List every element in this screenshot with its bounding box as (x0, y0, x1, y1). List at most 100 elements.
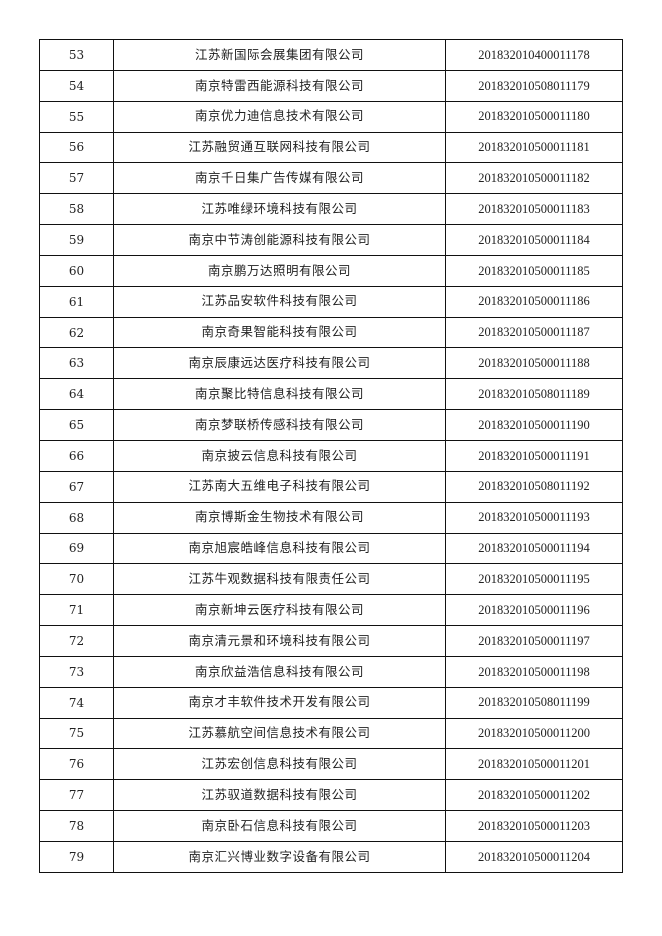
table-row: 53 江苏新国际会展集团有限公司 201832010400011178 (39, 39, 623, 71)
company-name-cell: 南京披云信息科技有限公司 (113, 439, 446, 472)
row-number-cell: 66 (39, 439, 114, 472)
table-row: 69 南京旭宸皓峰信息科技有限公司 201832010500011194 (39, 532, 623, 565)
row-number-cell: 73 (39, 655, 114, 688)
row-number-cell: 76 (39, 748, 114, 781)
row-number-cell: 60 (39, 254, 114, 287)
table-row: 72 南京清元景和环境科技有限公司 201832010500011197 (39, 625, 623, 657)
row-number-cell: 58 (39, 193, 114, 226)
table-row: 78 南京卧石信息科技有限公司 201832010500011203 (39, 810, 623, 842)
table-row: 74 南京才丰软件技术开发有限公司 201832010508011199 (39, 686, 623, 719)
registration-code-cell: 201832010508011179 (445, 69, 623, 102)
company-name-cell: 南京特雷西能源科技有限公司 (113, 69, 446, 102)
company-name-cell: 南京博斯金生物技术有限公司 (113, 501, 446, 534)
row-number-cell: 64 (39, 378, 114, 411)
registration-code-cell: 201832010500011185 (445, 254, 623, 287)
row-number-cell: 75 (39, 717, 114, 750)
table-row: 77 江苏驭道数据科技有限公司 201832010500011202 (39, 779, 623, 812)
company-name-cell: 南京卧石信息科技有限公司 (113, 810, 446, 842)
table-row: 64 南京聚比特信息科技有限公司 201832010508011189 (39, 378, 623, 411)
company-name-cell: 江苏唯绿环境科技有限公司 (113, 193, 446, 226)
table-row: 62 南京奇果智能科技有限公司 201832010500011187 (39, 316, 623, 349)
registration-code-cell: 201832010500011184 (445, 224, 623, 256)
table-row: 55 南京优力迪信息技术有限公司 201832010500011180 (39, 100, 623, 133)
registration-code-cell: 201832010508011189 (445, 378, 623, 411)
row-number-cell: 62 (39, 316, 114, 349)
row-number-cell: 70 (39, 563, 114, 596)
registration-code-cell: 201832010500011201 (445, 748, 623, 781)
row-number-cell: 77 (39, 779, 114, 812)
company-name-cell: 南京旭宸皓峰信息科技有限公司 (113, 532, 446, 565)
registration-code-cell: 201832010500011196 (445, 594, 623, 627)
company-name-cell: 江苏融贸通互联网科技有限公司 (113, 131, 446, 164)
table-row: 59 南京中节涛创能源科技有限公司 201832010500011184 (39, 224, 623, 256)
row-number-cell: 68 (39, 501, 114, 534)
company-name-cell: 南京千日集广告传媒有限公司 (113, 162, 446, 195)
registration-code-cell: 201832010500011195 (445, 563, 623, 596)
table-row: 76 江苏宏创信息科技有限公司 201832010500011201 (39, 748, 623, 781)
registration-code-cell: 201832010500011204 (445, 840, 623, 873)
table-row: 67 江苏南大五维电子科技有限公司 201832010508011192 (39, 470, 623, 503)
row-number-cell: 54 (39, 69, 114, 102)
company-name-cell: 江苏牛观数据科技有限责任公司 (113, 563, 446, 596)
row-number-cell: 65 (39, 409, 114, 441)
registration-code-cell: 201832010500011193 (445, 501, 623, 534)
registration-code-cell: 201832010508011192 (445, 470, 623, 503)
company-name-cell: 南京聚比特信息科技有限公司 (113, 378, 446, 411)
registration-code-cell: 201832010500011182 (445, 162, 623, 195)
registration-code-cell: 201832010508011199 (445, 686, 623, 719)
registration-code-cell: 201832010500011190 (445, 409, 623, 441)
company-name-cell: 南京欣益浩信息科技有限公司 (113, 655, 446, 688)
company-name-cell: 南京奇果智能科技有限公司 (113, 316, 446, 349)
company-name-cell: 南京清元景和环境科技有限公司 (113, 625, 446, 657)
company-name-cell: 南京辰康远达医疗科技有限公司 (113, 347, 446, 380)
table-row: 58 江苏唯绿环境科技有限公司 201832010500011183 (39, 193, 623, 226)
table-row: 60 南京鹏万达照明有限公司 201832010500011185 (39, 254, 623, 287)
table-row: 61 江苏品安软件科技有限公司 201832010500011186 (39, 285, 623, 318)
registration-code-cell: 201832010500011191 (445, 439, 623, 472)
row-number-cell: 71 (39, 594, 114, 627)
table-row: 63 南京辰康远达医疗科技有限公司 201832010500011188 (39, 347, 623, 380)
table-row: 79 南京汇兴博业数字设备有限公司 201832010500011204 (39, 840, 623, 873)
table-row: 73 南京欣益浩信息科技有限公司 201832010500011198 (39, 655, 623, 688)
row-number-cell: 57 (39, 162, 114, 195)
company-name-cell: 南京汇兴博业数字设备有限公司 (113, 840, 446, 873)
company-name-cell: 江苏南大五维电子科技有限公司 (113, 470, 446, 503)
table-row: 54 南京特雷西能源科技有限公司 201832010508011179 (39, 69, 623, 102)
row-number-cell: 67 (39, 470, 114, 503)
table-row: 68 南京博斯金生物技术有限公司 201832010500011193 (39, 501, 623, 534)
registration-code-cell: 201832010500011186 (445, 285, 623, 318)
registration-code-cell: 201832010500011203 (445, 810, 623, 842)
table-body: 53 江苏新国际会展集团有限公司 201832010400011178 54 南京特雷西… (39, 39, 623, 873)
registration-code-cell: 201832010500011202 (445, 779, 623, 812)
company-name-cell: 南京新坤云医疗科技有限公司 (113, 594, 446, 627)
company-name-cell: 南京鹏万达照明有限公司 (113, 254, 446, 287)
row-number-cell: 61 (39, 285, 114, 318)
table-row: 57 南京千日集广告传媒有限公司 201832010500011182 (39, 162, 623, 195)
table-row: 71 南京新坤云医疗科技有限公司 201832010500011196 (39, 594, 623, 627)
row-number-cell: 53 (39, 39, 114, 71)
row-number-cell: 79 (39, 840, 114, 873)
registration-code-cell: 201832010500011198 (445, 655, 623, 688)
row-number-cell: 78 (39, 810, 114, 842)
company-name-cell: 南京优力迪信息技术有限公司 (113, 100, 446, 133)
table-row: 70 江苏牛观数据科技有限责任公司 201832010500011195 (39, 563, 623, 596)
company-name-cell: 江苏慕航空间信息技术有限公司 (113, 717, 446, 750)
company-name-cell: 江苏驭道数据科技有限公司 (113, 779, 446, 812)
registration-code-cell: 201832010500011197 (445, 625, 623, 657)
company-registry-table: 53 江苏新国际会展集团有限公司 201832010400011178 54 南京特雷西… (39, 39, 623, 873)
table-row: 66 南京披云信息科技有限公司 201832010500011191 (39, 439, 623, 472)
row-number-cell: 63 (39, 347, 114, 380)
registration-code-cell: 201832010500011194 (445, 532, 623, 565)
registration-code-cell: 201832010500011181 (445, 131, 623, 164)
row-number-cell: 69 (39, 532, 114, 565)
row-number-cell: 56 (39, 131, 114, 164)
registration-code-cell: 201832010500011187 (445, 316, 623, 349)
table-row: 65 南京梦联桥传感科技有限公司 201832010500011190 (39, 409, 623, 441)
row-number-cell: 59 (39, 224, 114, 256)
table-row: 56 江苏融贸通互联网科技有限公司 201832010500011181 (39, 131, 623, 164)
company-name-cell: 江苏宏创信息科技有限公司 (113, 748, 446, 781)
company-name-cell: 南京中节涛创能源科技有限公司 (113, 224, 446, 256)
company-name-cell: 江苏品安软件科技有限公司 (113, 285, 446, 318)
row-number-cell: 55 (39, 100, 114, 133)
table-row: 75 江苏慕航空间信息技术有限公司 201832010500011200 (39, 717, 623, 750)
